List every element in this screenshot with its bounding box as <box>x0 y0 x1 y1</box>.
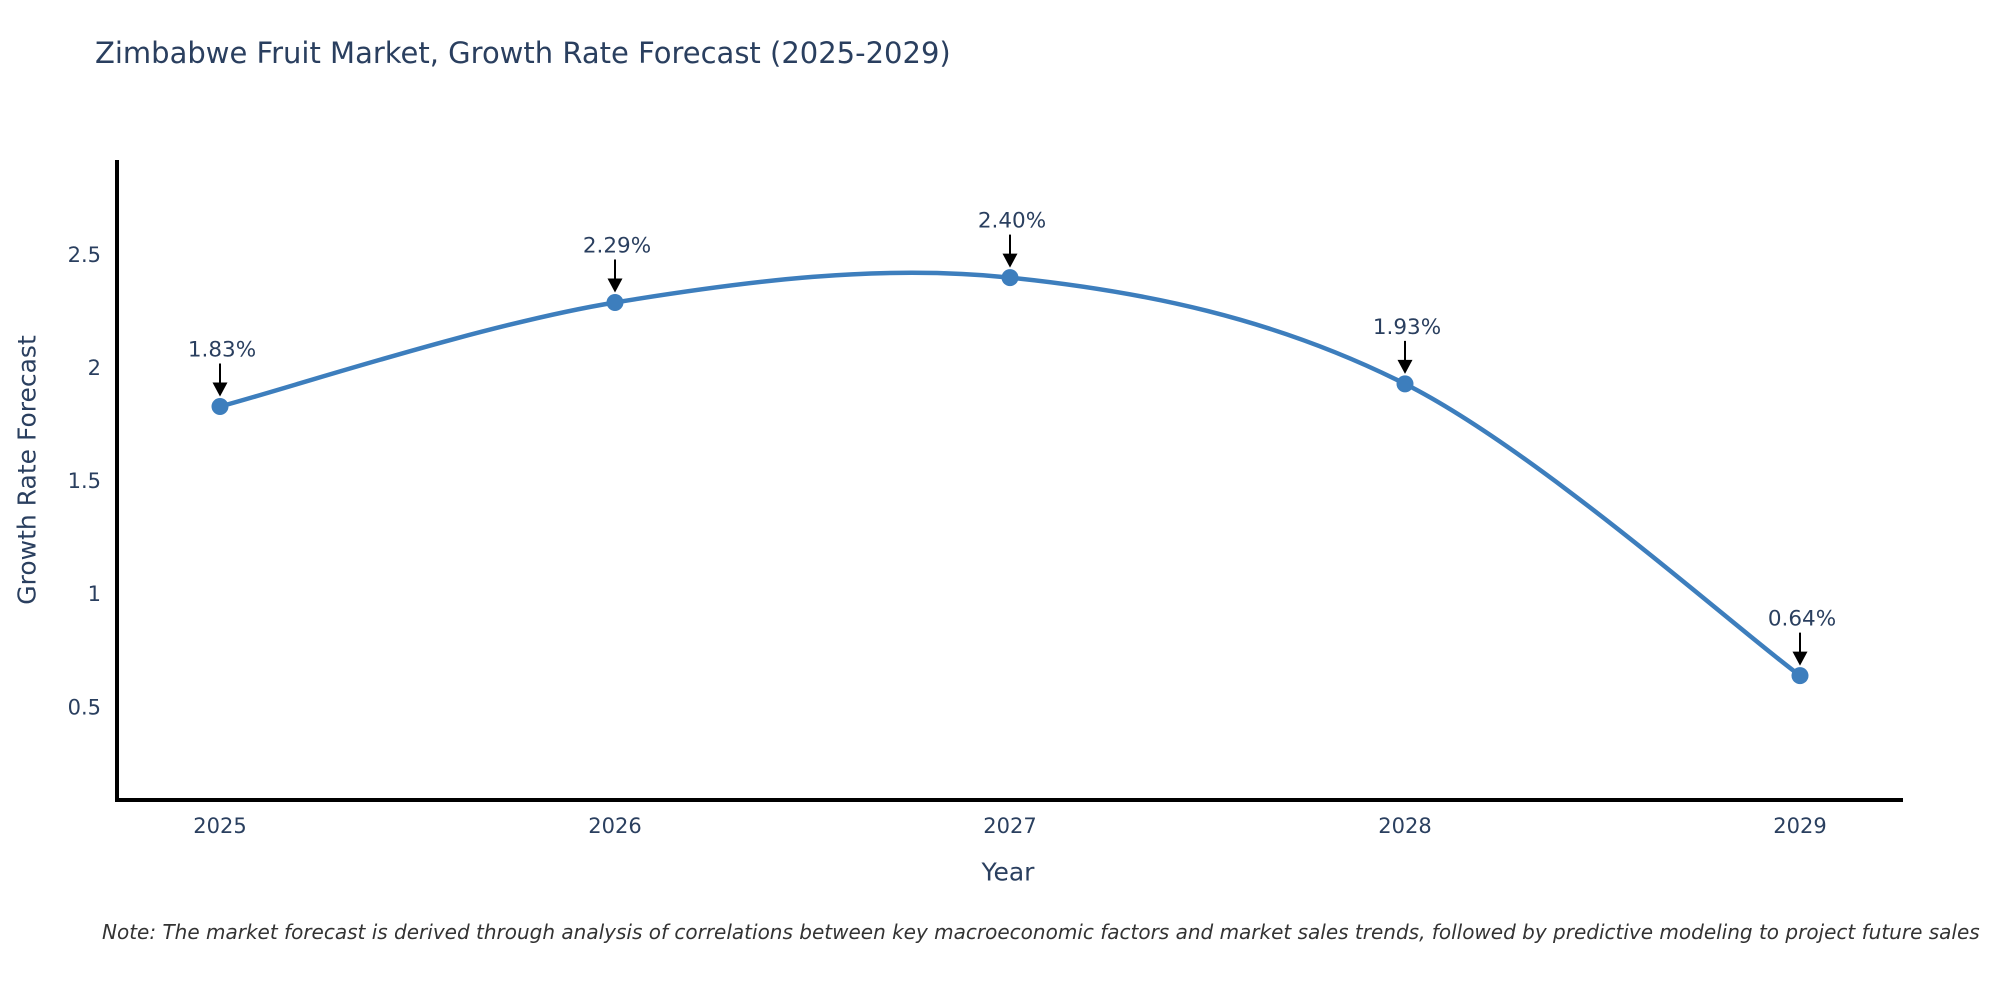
data-label-2029: 0.64% <box>1768 607 1836 632</box>
data-label-2025: 1.83% <box>188 338 256 363</box>
annotation-arrowhead-2029 <box>1792 651 1808 666</box>
y-tick-label: 2 <box>88 356 101 380</box>
data-point-2029[interactable] <box>1791 667 1809 685</box>
annotation-arrowhead-2026 <box>607 278 623 293</box>
annotation-arrowhead-2028 <box>1397 359 1413 374</box>
y-tick-label: 1 <box>88 582 101 606</box>
x-tick-label-2028: 2028 <box>1378 814 1431 838</box>
x-tick-label-2027: 2027 <box>983 814 1036 838</box>
y-axis-title: Growth Rate Forecast <box>12 335 42 605</box>
x-tick-label-2025: 2025 <box>193 814 246 838</box>
data-point-2027[interactable] <box>1001 269 1019 287</box>
x-tick-label-2029: 2029 <box>1773 814 1826 838</box>
data-label-2027: 2.40% <box>978 209 1046 234</box>
y-tick-label: 1.5 <box>68 469 101 493</box>
data-point-2025[interactable] <box>211 398 229 416</box>
data-label-2026: 2.29% <box>583 233 651 258</box>
forecast-line <box>217 270 1803 678</box>
annotation-arrowhead-2025 <box>212 382 228 397</box>
data-label-2028: 1.93% <box>1373 315 1441 340</box>
x-tick-label-2026: 2026 <box>588 814 641 838</box>
data-point-2028[interactable] <box>1396 375 1414 393</box>
data-point-2026[interactable] <box>606 293 624 311</box>
footnote: Note: The market forecast is derived thr… <box>102 920 1980 944</box>
annotation-arrowhead-2027 <box>1002 253 1018 268</box>
y-tick-label: 2.5 <box>68 243 101 267</box>
y-tick-label: 0.5 <box>68 695 101 719</box>
x-axis-title: Year <box>981 857 1035 887</box>
chart-title: Zimbabwe Fruit Market, Growth Rate Forec… <box>95 36 951 70</box>
